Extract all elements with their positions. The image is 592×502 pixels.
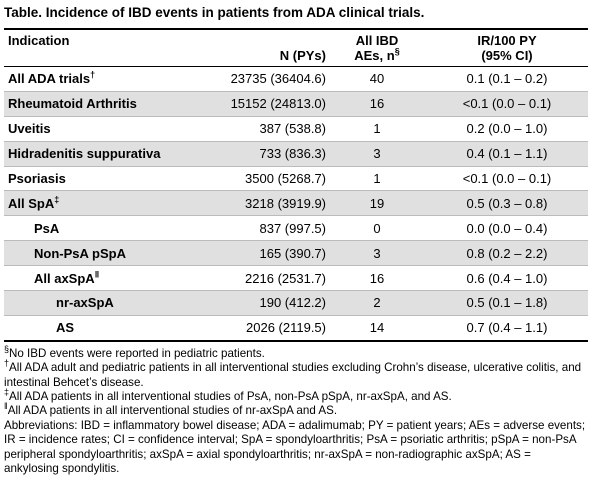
indication-text: Rheumatoid Arthritis [8,96,137,112]
table-row: PsA 837 (997.5) 0 0.0 (0.0 – 0.4) [4,215,588,242]
table-body: All ADA trials† 23735 (36404.6) 40 0.1 (0.1… [4,66,588,342]
aes-cell: 40 [328,66,426,92]
aes-cell: 16 [328,91,426,117]
table-title: Table. Incidence of IBD events in patien… [4,5,425,20]
ir-cell: 0.5 (0.3 – 0.8) [426,190,588,217]
header-cell: IR/100 PY (95% CI) [426,29,588,67]
aes-cell: 3 [328,240,426,267]
indication-cell: AS [4,315,202,342]
indication-text: Uveitis [8,121,51,137]
footnote: §No IBD events were reported in pediatri… [4,343,588,361]
footnote-mark: † [90,70,96,81]
n-cell: 165 (390.7) [202,240,328,267]
ir-cell: 0.6 (0.4 – 1.0) [426,265,588,292]
aes-cell: 19 [328,190,426,217]
ir-cell: 0.7 (0.4 – 1.1) [426,315,588,342]
aes-cell: 2 [328,290,426,316]
indication-cell: Rheumatoid Arthritis [4,91,202,117]
n-cell: 837 (997.5) [202,215,328,242]
table-row: Rheumatoid Arthritis 15152 (24813.0) 16 <0.… [4,91,588,117]
indication-text: All SpA [8,195,55,211]
n-cell: 23735 (36404.6) [202,66,328,92]
table-row: Hidradenitis suppurativa 733 (836.3) 3 0.4 … [4,141,588,167]
footnote-text: All ADA adult and pediatric patients in … [4,361,582,389]
footnote-text: All ADA patients in all interventional s… [9,390,452,404]
footnote-text: No IBD events were reported in pediatric… [9,346,265,360]
indication-text: nr-axSpA [56,295,114,311]
indication-text: All ADA trials [8,71,91,87]
ir-cell: 0.4 (0.1 – 1.1) [426,141,588,167]
footnote-mark: § [4,343,10,354]
table-row: All SpA‡ 3218 (3919.9) 19 0.5 (0.3 – 0.8) [4,190,588,217]
footnote-mark: † [4,358,10,369]
indication-text: Non-PsA pSpA [34,245,126,261]
indication-cell: PsA [4,215,202,242]
ir-cell: 0.8 (0.2 – 2.2) [426,240,588,267]
n-cell: 733 (836.3) [202,141,328,167]
aes-cell: 14 [328,315,426,342]
n-cell: 2026 (2119.5) [202,315,328,342]
indication-cell: All axSpA‖ [4,265,202,292]
aes-cell: 1 [328,116,426,142]
header-cell: Indication [4,29,202,67]
table-row: nr-axSpA 190 (412.2) 2 0.5 (0.1 – 1.8) [4,290,588,316]
header-text: All IBD AEs, n [354,33,399,63]
ir-cell: <0.1 (0.0 – 0.1) [426,166,588,192]
footnote-text: All ADA patients in all interventional s… [7,404,338,418]
table: Indication N (PYs) All IBD AEs, n§ IR/10… [4,28,588,342]
footnote-mark: ‖ [4,401,8,412]
table-row: All ADA trials† 23735 (36404.6) 40 0.1 (0.1… [4,66,588,92]
aes-cell: 3 [328,141,426,167]
header-cell: N (PYs) [202,29,328,67]
n-cell: 387 (538.8) [202,116,328,142]
indication-text: AS [56,320,75,336]
n-cell: 2216 (2531.7) [202,265,328,292]
indication-text: All axSpA [34,270,95,286]
indication-cell: Non-PsA pSpA [4,240,202,267]
header-row: Indication N (PYs) All IBD AEs, n§ IR/10… [4,29,588,67]
footnote: ‡All ADA patients in all interventional … [4,387,588,404]
indication-cell: All SpA‡ [4,190,202,217]
aes-cell: 1 [328,166,426,192]
footnote-mark: ‖ [94,269,100,280]
indication-cell: Hidradenitis suppurativa [4,141,202,167]
ir-cell: 0.1 (0.1 – 0.2) [426,66,588,92]
header-text: IR/100 PY (95% CI) [477,33,537,63]
footnote-mark: ‡ [4,387,10,398]
footnote: ‖All ADA patients in all interventional … [4,401,588,418]
footnote: †All ADA adult and pediatric patients in… [4,358,588,390]
table-row: Non-PsA pSpA 165 (390.7) 3 0.8 (0.2 – 2.2) [4,240,588,267]
ir-cell: 0.0 (0.0 – 0.4) [426,215,588,242]
ir-cell: <0.1 (0.0 – 0.1) [426,91,588,117]
table-row: Psoriasis 3500 (5268.7) 1 <0.1 (0.0 – 0.1) [4,166,588,192]
aes-cell: 16 [328,265,426,292]
aes-cell: 0 [328,215,426,242]
table-row: All axSpA‖ 2216 (2531.7) 16 0.6 (0.4 – 1.0) [4,265,588,292]
document: Table. Incidence of IBD events in patien… [4,5,588,477]
header-cell: All IBD AEs, n§ [328,29,426,67]
indication-text: PsA [34,220,60,236]
indication-cell: Psoriasis [4,166,202,192]
indication-cell: Uveitis [4,116,202,142]
indication-cell: All ADA trials† [4,66,202,92]
indication-cell: nr-axSpA [4,290,202,316]
indication-text: Hidradenitis suppurativa [8,146,161,162]
table-row: AS 2026 (2119.5) 14 0.7 (0.4 – 1.1) [4,315,588,342]
table-row: Uveitis 387 (538.8) 1 0.2 (0.0 – 1.0) [4,116,588,142]
footnotes: §No IBD events were reported in pediatri… [4,343,588,477]
footnote-mark: ‡ [54,194,60,205]
footnote-mark: § [394,46,400,57]
n-cell: 3500 (5268.7) [202,166,328,192]
indication-text: Psoriasis [8,171,66,186]
ir-cell: 0.2 (0.0 – 1.0) [426,116,588,142]
n-cell: 190 (412.2) [202,290,328,316]
abbreviations: Abbreviations: IBD = inflammatory bowel … [4,418,586,476]
n-cell: 15152 (24813.0) [202,91,328,117]
ir-cell: 0.5 (0.1 – 1.8) [426,290,588,316]
n-cell: 3218 (3919.9) [202,190,328,217]
